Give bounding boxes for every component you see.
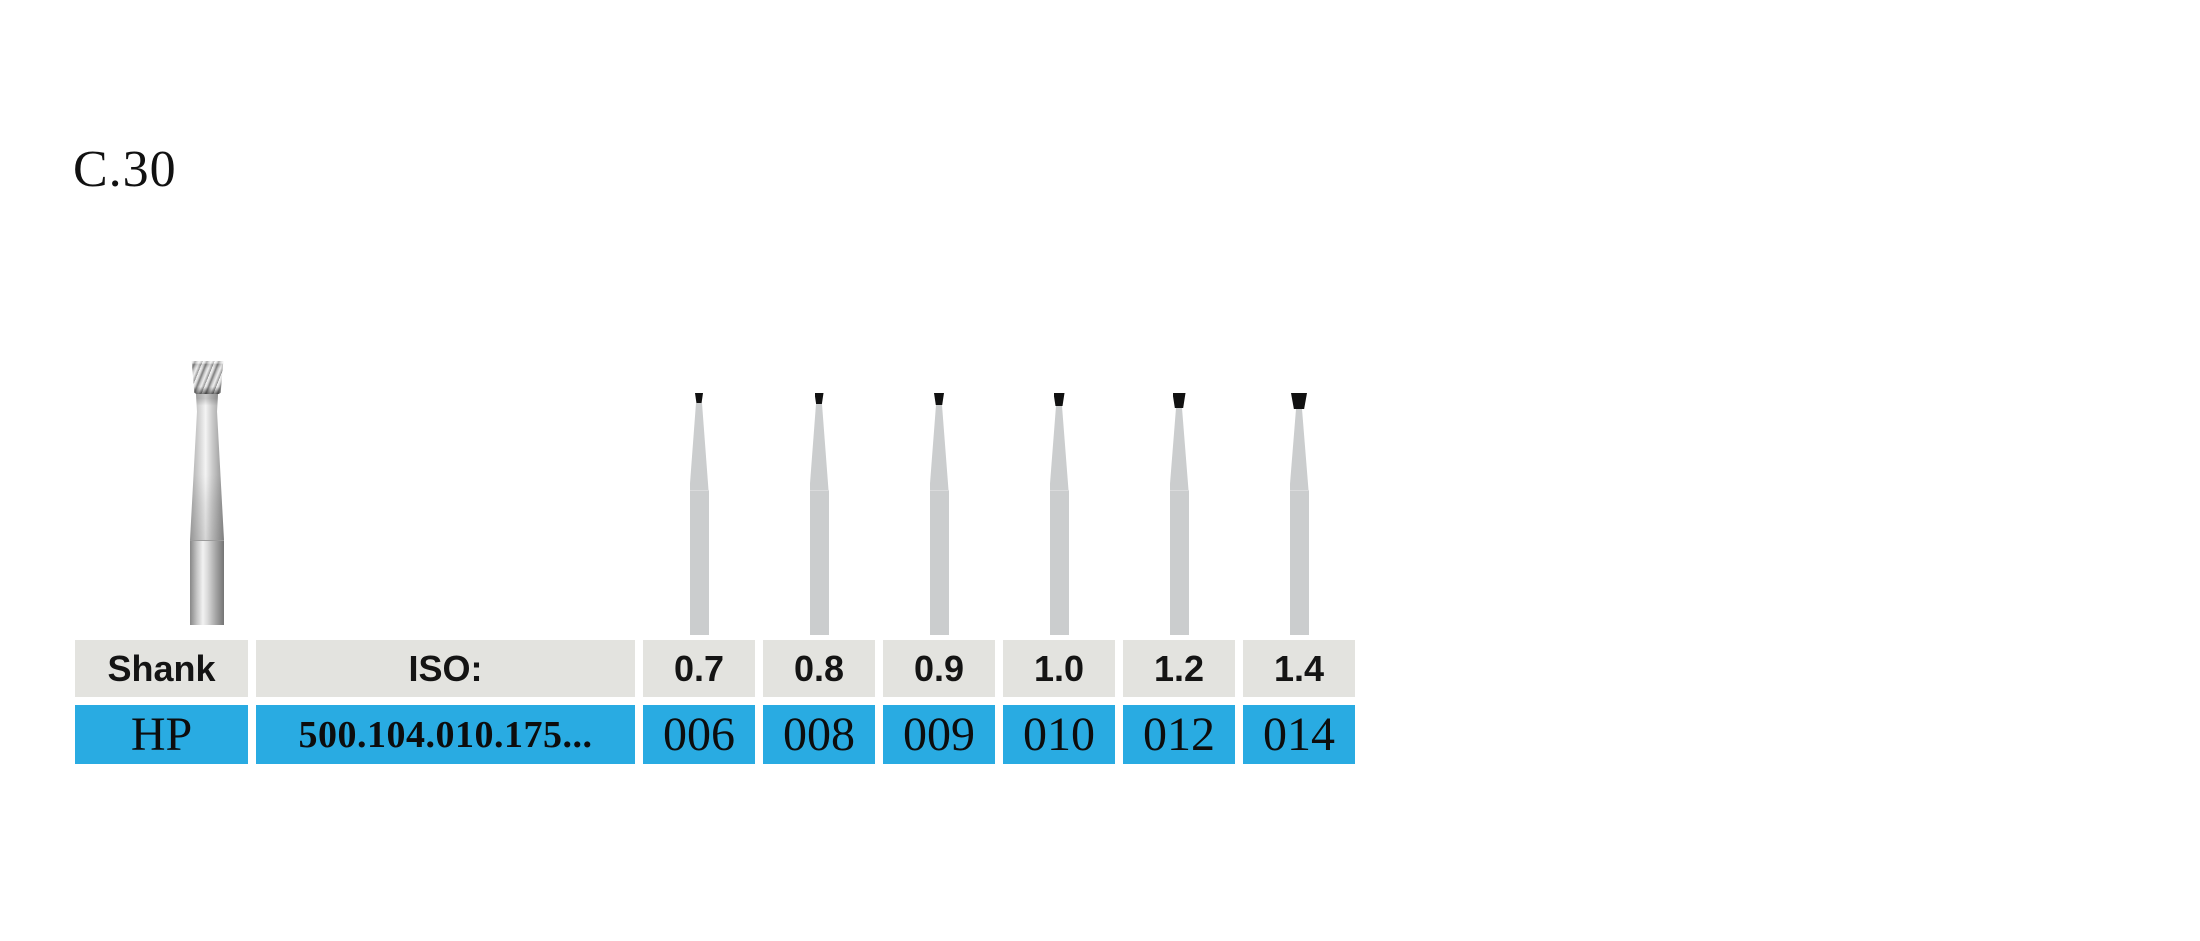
size-code: 009 — [883, 705, 995, 764]
silhouette-taper-icon — [1050, 406, 1069, 490]
silhouette-head-icon — [695, 393, 703, 403]
bur-photo-shank-icon — [190, 540, 224, 625]
size-code: 008 — [763, 705, 875, 764]
bur-silhouette-0.8 — [763, 393, 875, 635]
size-code: 010 — [1003, 705, 1115, 764]
bur-photo-neck-icon — [190, 394, 224, 540]
size-header: 0.7 — [643, 640, 755, 697]
silhouette-head-icon — [814, 393, 824, 404]
size-silhouette-row — [643, 393, 1355, 635]
silhouette-head-icon — [1053, 393, 1065, 406]
silhouette-shank-icon — [1289, 490, 1309, 635]
bur-photo-head-icon — [191, 361, 224, 394]
size-code: 012 — [1123, 705, 1235, 764]
silhouette-shank-icon — [1169, 490, 1189, 635]
silhouette-shank-icon — [1049, 490, 1069, 635]
silhouette-shank-icon — [809, 490, 829, 635]
silhouette-head-icon — [934, 393, 944, 405]
size-header: 1.4 — [1243, 640, 1355, 697]
shank-column-header: Shank — [75, 640, 248, 697]
bur-silhouette-1.4 — [1243, 393, 1355, 635]
size-header: 0.9 — [883, 640, 995, 697]
silhouette-taper-icon — [930, 405, 949, 490]
silhouette-head-icon — [1172, 393, 1186, 408]
shank-value: HP — [75, 705, 248, 764]
bur-silhouette-1.2 — [1123, 393, 1235, 635]
silhouette-taper-icon — [810, 404, 829, 490]
silhouette-taper-icon — [1170, 408, 1189, 490]
size-header: 1.0 — [1003, 640, 1115, 697]
silhouette-head-icon — [1291, 393, 1307, 409]
size-code: 006 — [643, 705, 755, 764]
page-code: C.30 — [73, 141, 177, 198]
bur-silhouette-1.0 — [1003, 393, 1115, 635]
silhouette-taper-icon — [690, 403, 709, 490]
silhouette-taper-icon — [1290, 409, 1309, 490]
silhouette-shank-icon — [929, 490, 949, 635]
iso-column-header: ISO: — [256, 640, 635, 697]
silhouette-shank-icon — [689, 490, 709, 635]
spec-table: Shank ISO: 0.7 0.8 0.9 1.0 1.2 1.4 HP 50… — [75, 640, 1355, 764]
iso-number: 500.104.010.175... — [256, 705, 635, 764]
size-header: 0.8 — [763, 640, 875, 697]
bur-silhouette-0.7 — [643, 393, 755, 635]
bur-silhouette-0.9 — [883, 393, 995, 635]
size-header: 1.2 — [1123, 640, 1235, 697]
size-code: 014 — [1243, 705, 1355, 764]
